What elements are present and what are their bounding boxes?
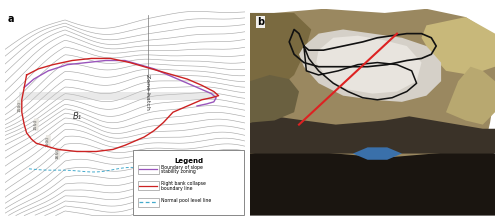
- Polygon shape: [250, 75, 299, 123]
- Text: B₁: B₁: [72, 112, 82, 121]
- Text: 1500: 1500: [17, 100, 21, 112]
- Text: Zone hatch: Zone hatch: [146, 73, 150, 110]
- Polygon shape: [299, 29, 441, 102]
- Polygon shape: [353, 147, 402, 160]
- FancyBboxPatch shape: [138, 165, 159, 174]
- Text: Boundary of slope: Boundary of slope: [160, 165, 202, 169]
- FancyBboxPatch shape: [138, 198, 159, 207]
- Polygon shape: [422, 17, 495, 75]
- Polygon shape: [316, 36, 422, 94]
- Bar: [20, 92, 216, 100]
- Text: stability zoning: stability zoning: [160, 169, 196, 174]
- Text: Normal pool level line: Normal pool level line: [160, 198, 211, 203]
- Text: Legend: Legend: [174, 158, 203, 164]
- Polygon shape: [250, 116, 495, 158]
- Text: 1550: 1550: [34, 119, 38, 130]
- Polygon shape: [446, 67, 495, 125]
- Text: 1650: 1650: [56, 148, 60, 159]
- Polygon shape: [250, 13, 311, 96]
- Polygon shape: [250, 149, 495, 216]
- Text: Right bank collapse: Right bank collapse: [160, 181, 206, 186]
- Text: 1600: 1600: [46, 136, 50, 147]
- Text: b: b: [258, 17, 264, 27]
- Text: a: a: [8, 14, 14, 24]
- FancyBboxPatch shape: [134, 150, 244, 214]
- Polygon shape: [250, 9, 495, 211]
- FancyBboxPatch shape: [138, 181, 159, 190]
- Text: boundary line: boundary line: [160, 186, 192, 191]
